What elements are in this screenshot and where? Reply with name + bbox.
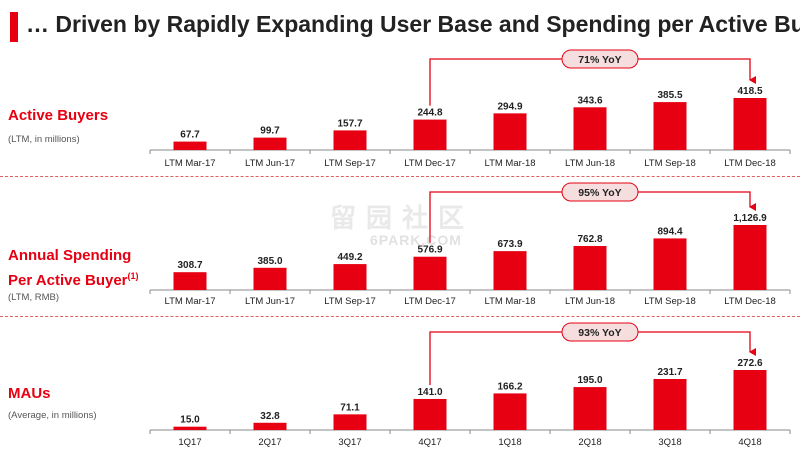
bar [253,422,287,430]
bar [573,246,607,290]
spending-title: Annual Spending Per Active Buyer(1) [8,246,139,291]
bar [253,137,287,150]
watermark-url: 6PARK.COM [370,232,462,248]
data-label: 272.6 [737,358,762,369]
data-label: 141.0 [417,387,442,398]
tick-label: 3Q17 [338,437,361,448]
data-label: 1,126.9 [733,213,767,224]
tick-label: LTM Sep-18 [644,158,696,169]
bar [733,370,767,430]
data-label: 294.9 [497,101,522,112]
chart-2: 308.7 LTM Mar-17 385.0 LTM Jun-17 449.2 LTM S… [149,182,791,307]
bar [733,225,767,290]
data-label: 308.7 [177,260,202,271]
maus-title: MAUs [8,385,51,402]
data-label: 15.0 [180,415,200,426]
spending-title-line2: Per Active Buyer [8,272,128,289]
data-label: 385.5 [657,90,682,101]
yoy-label: 71% YoY [578,54,621,66]
yoy-label: 95% YoY [578,187,621,199]
bar [573,107,607,150]
active-buyers-subtitle: (LTM, in millions) [8,134,80,145]
data-label: 418.5 [737,86,762,97]
tick-label: LTM Dec-18 [724,296,776,307]
bar [653,379,687,430]
data-label: 576.9 [417,245,442,256]
data-label: 32.8 [260,411,280,422]
tick-label: 1Q18 [498,437,521,448]
tick-label: LTM Dec-17 [404,158,456,169]
bar [173,272,207,290]
yoy-badge [561,322,639,342]
tick-label: LTM Sep-17 [324,158,376,169]
bar [493,393,527,430]
data-label: 157.7 [337,118,362,129]
bar [173,141,207,150]
data-label: 67.7 [180,130,200,141]
data-label: 99.7 [260,126,280,137]
footnote-marker: (1) [127,271,139,281]
tick-label: 4Q17 [418,437,441,448]
bar [413,256,447,290]
bar [333,414,367,430]
slide-title: … Driven by Rapidly Expanding User Base … [26,11,800,37]
tick-label: LTM Sep-18 [644,296,696,307]
tick-label: LTM Jun-17 [245,158,295,169]
spending-title-line1: Annual Spending [8,247,132,264]
yoy-badge [561,182,639,202]
tick-label: LTM Jun-17 [245,296,295,307]
data-label: 343.6 [577,95,602,106]
bar [253,267,287,290]
data-label: 71.1 [340,402,360,413]
tick-label: LTM Mar-17 [164,158,215,169]
bar [413,119,447,150]
tick-label: LTM Sep-17 [324,296,376,307]
watermark: 留园社区 [330,203,475,233]
tick-label: 2Q17 [258,437,281,448]
bar [653,238,687,290]
tick-label: 1Q17 [178,437,201,448]
active-buyers-title: Active Buyers [8,107,109,124]
bar [173,426,207,430]
bar [333,264,367,290]
bar [333,130,367,150]
yoy-badge [561,49,639,69]
bar [493,251,527,290]
bar [413,398,447,430]
data-label: 231.7 [657,367,682,378]
data-label: 762.8 [577,234,602,245]
tick-label: 2Q18 [578,437,601,448]
tick-label: LTM Dec-18 [724,158,776,169]
tick-label: LTM Jun-18 [565,296,615,307]
data-label: 244.8 [417,108,442,119]
tick-label: 3Q18 [658,437,681,448]
tick-label: LTM Dec-17 [404,296,456,307]
panel-divider [0,316,800,317]
data-label: 894.4 [657,226,682,237]
maus-subtitle: (Average, in millions) [8,410,97,421]
bar [493,113,527,150]
data-label: 385.0 [257,256,282,267]
tick-label: 4Q18 [738,437,761,448]
tick-label: LTM Mar-17 [164,296,215,307]
spending-subtitle: (LTM, RMB) [8,292,60,303]
yoy-label: 93% YoY [578,327,621,339]
title-accent-bar [10,12,18,42]
panel-divider [0,176,800,177]
data-label: 673.9 [497,239,522,250]
tick-label: LTM Jun-18 [565,158,615,169]
data-label: 195.0 [577,375,602,386]
tick-label: LTM Mar-18 [484,296,535,307]
data-label: 166.2 [497,381,522,392]
chart-1: 67.7 LTM Mar-17 99.7 LTM Jun-17 157.7 LTM Sep… [149,49,791,169]
bar [573,387,607,430]
chart-3: 15.0 1Q17 32.8 2Q17 71.1 3Q17 141.0 4Q17 166.2 1Q… [149,322,791,448]
tick-label: LTM Mar-18 [484,158,535,169]
bar [653,102,687,150]
bar [733,98,767,150]
data-label: 449.2 [337,252,362,263]
